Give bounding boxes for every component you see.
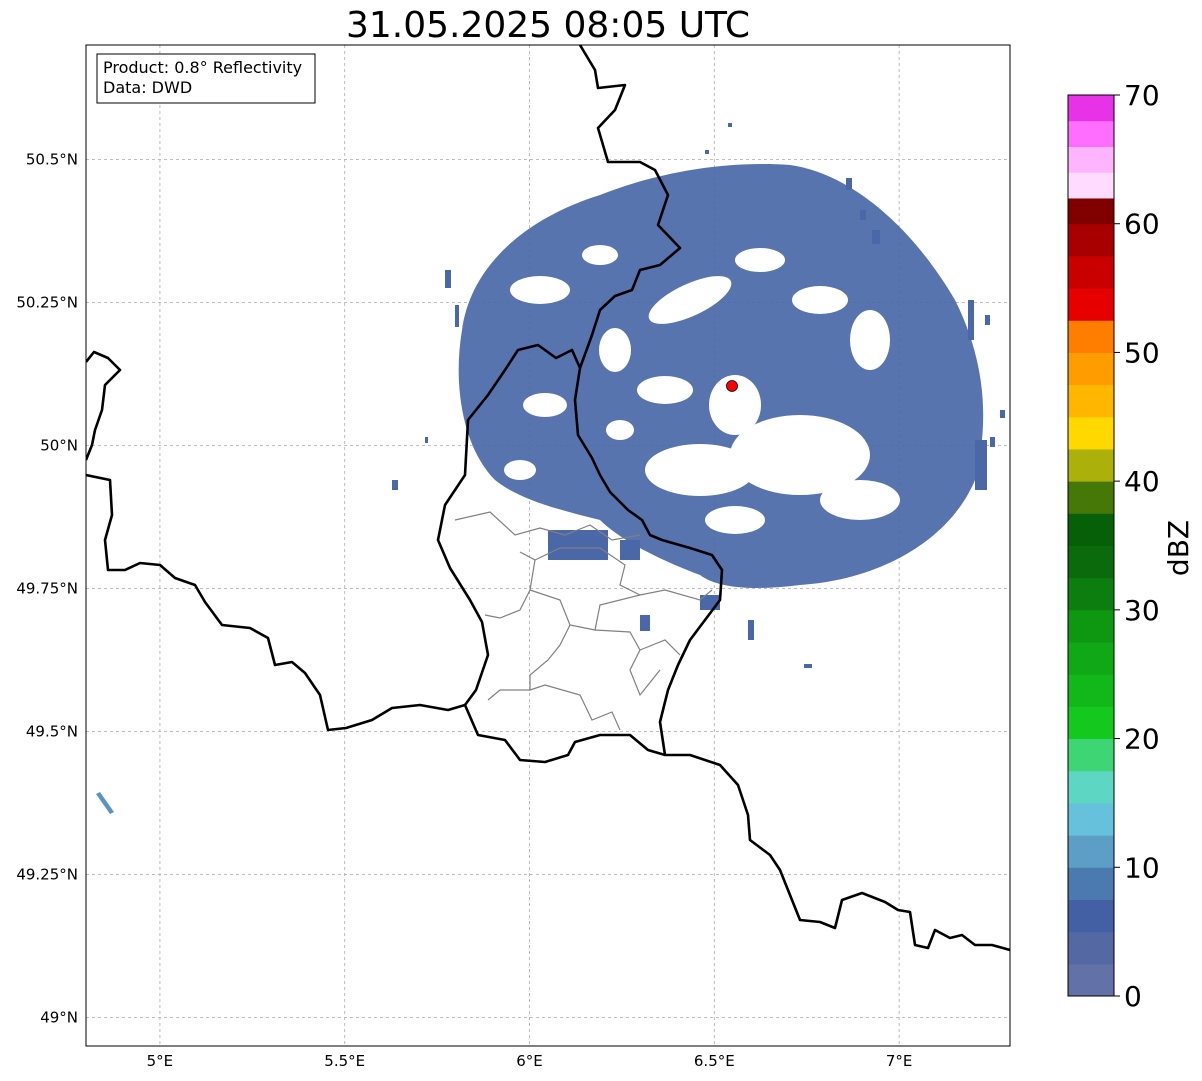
colorbar-tick-label: 30 xyxy=(1124,594,1160,627)
colorbar-swatch xyxy=(1068,481,1114,514)
radar-site-marker xyxy=(726,380,738,392)
border-germany-belgium xyxy=(578,45,682,369)
lat-tick-label: 49.75°N xyxy=(16,579,78,597)
latitude-tick-labels: 50.5°N 50.25°N 50°N 49.75°N 49.5°N 49.25°N 49°… xyxy=(16,150,78,1026)
colorbar-tick-labels: 0 10 20 30 40 50 60 70 xyxy=(1114,79,1160,1013)
colorbar-swatch xyxy=(1068,95,1114,122)
colorbar-swatch xyxy=(1068,288,1114,321)
colorbar-swatch xyxy=(1068,642,1114,675)
colorbar-swatch xyxy=(1068,448,1114,482)
colorbar: 0 10 20 30 40 50 60 70 dBZ xyxy=(1067,79,1195,1013)
colorbar-swatches xyxy=(1068,95,1114,997)
product-info-box: Product: 0.8° Reflectivity Data: DWD xyxy=(96,53,316,104)
colorbar-tick-label: 0 xyxy=(1124,980,1142,1013)
colorbar-label: dBZ xyxy=(1162,520,1195,576)
border-luxembourg-belgium xyxy=(436,343,724,756)
lat-tick-label: 49.5°N xyxy=(26,722,78,740)
colorbar-swatch xyxy=(1068,197,1114,225)
lat-tick-label: 49.25°N xyxy=(16,865,78,883)
colorbar-tick-label: 60 xyxy=(1124,208,1160,241)
map-frame xyxy=(85,44,1011,1047)
lon-tick-label: 6°E xyxy=(516,1052,543,1070)
colorbar-swatch xyxy=(1068,416,1114,450)
colorbar-swatch xyxy=(1068,513,1114,546)
colorbar-swatch xyxy=(1068,545,1114,579)
colorbar-swatch xyxy=(1068,146,1114,173)
colorbar-swatch xyxy=(1068,802,1114,836)
colorbar-tick-label: 20 xyxy=(1124,723,1160,756)
colorbar-swatch xyxy=(1068,867,1114,900)
border-belgium-north xyxy=(86,350,122,461)
colorbar-swatch xyxy=(1068,706,1114,740)
data-source-label: Data: DWD xyxy=(103,78,192,97)
no-echo-gaps xyxy=(504,245,900,534)
lat-tick-label: 50°N xyxy=(40,436,78,454)
map-title: 31.05.2025 08:05 UTC xyxy=(345,5,751,46)
colorbar-tick-label: 50 xyxy=(1124,336,1160,369)
lon-tick-label: 6.5°E xyxy=(694,1052,735,1070)
colorbar-swatch xyxy=(1068,384,1114,418)
longitude-tick-labels: 5°E 5.5°E 6°E 6.5°E 7°E xyxy=(147,1052,913,1070)
lat-tick-label: 50.5°N xyxy=(26,150,78,168)
colorbar-swatch xyxy=(1068,320,1114,353)
colorbar-swatch xyxy=(1068,738,1114,772)
isolated-echo-streak xyxy=(96,792,114,814)
colorbar-swatch xyxy=(1068,963,1114,997)
country-borders xyxy=(86,45,1010,952)
colorbar-swatch xyxy=(1068,223,1114,257)
colorbar-tick-label: 70 xyxy=(1124,79,1160,112)
colorbar-swatch xyxy=(1068,577,1114,611)
lon-tick-label: 7°E xyxy=(886,1052,913,1070)
administrative-boundaries xyxy=(454,511,713,731)
colorbar-swatch xyxy=(1068,835,1114,868)
colorbar-frame xyxy=(1067,94,1115,997)
colorbar-swatch xyxy=(1068,609,1114,643)
colorbar-tick-label: 40 xyxy=(1124,465,1160,498)
colorbar-swatch xyxy=(1068,931,1114,965)
border-france-luxembourg-south xyxy=(463,704,1010,952)
colorbar-swatch xyxy=(1068,899,1114,933)
radar-reflectivity-layer xyxy=(96,123,1005,814)
colorbar-swatch xyxy=(1068,120,1114,147)
lat-tick-label: 49°N xyxy=(40,1008,78,1026)
colorbar-swatch xyxy=(1068,352,1114,386)
colorbar-swatch xyxy=(1068,674,1114,707)
colorbar-swatch xyxy=(1068,172,1114,199)
lon-tick-label: 5.5°E xyxy=(324,1052,365,1070)
border-france-belgium xyxy=(86,473,466,732)
lat-tick-label: 50.25°N xyxy=(16,293,78,311)
product-label: Product: 0.8° Reflectivity xyxy=(103,58,302,77)
lon-tick-label: 5°E xyxy=(147,1052,174,1070)
scattered-echoes xyxy=(392,123,1005,668)
colorbar-tick-label: 10 xyxy=(1124,851,1160,884)
colorbar-swatch xyxy=(1068,770,1114,804)
colorbar-swatch xyxy=(1068,255,1114,289)
